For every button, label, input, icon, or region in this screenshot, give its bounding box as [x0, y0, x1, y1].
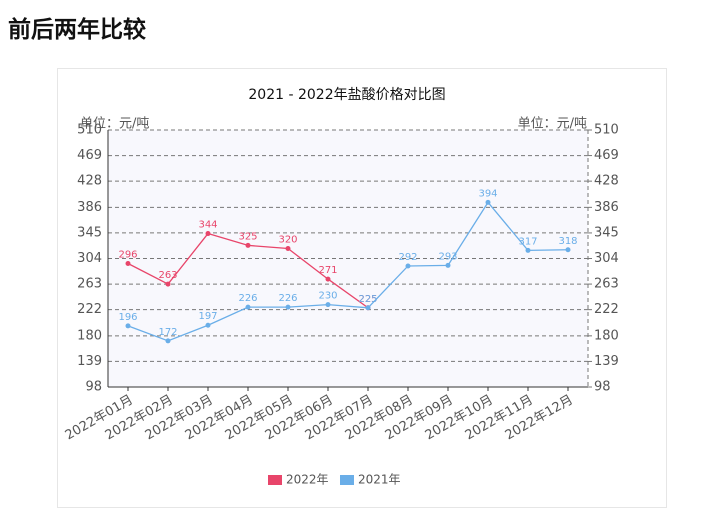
y-tick-label: 98	[85, 380, 102, 395]
data-point	[325, 276, 331, 282]
data-label: 226	[238, 293, 257, 304]
data-point	[205, 322, 211, 328]
y-unit-label: 单位：元/吨	[80, 117, 149, 132]
y2-tick-label: 345	[594, 225, 619, 240]
y-tick-label: 345	[77, 225, 102, 240]
data-label: 325	[238, 231, 257, 242]
data-label: 293	[438, 251, 457, 262]
data-point	[365, 305, 371, 311]
data-point	[485, 199, 491, 205]
data-label: 197	[198, 311, 217, 322]
data-label: 225	[358, 294, 377, 305]
legend-swatch	[340, 475, 354, 485]
data-point	[205, 231, 211, 237]
data-point	[165, 338, 171, 344]
y2-tick-label: 428	[594, 174, 619, 189]
data-point	[525, 247, 531, 253]
data-point	[565, 247, 571, 253]
y2-tick-label: 139	[594, 354, 619, 369]
data-point	[285, 246, 291, 252]
data-label: 263	[158, 270, 177, 281]
y-tick-label: 263	[77, 277, 102, 292]
data-point	[325, 302, 331, 308]
y-tick-label: 386	[77, 200, 102, 215]
y2-tick-label: 98	[594, 380, 611, 395]
chart-title: 2021 - 2022年盐酸价格对比图	[248, 87, 445, 103]
legend-swatch	[268, 475, 282, 485]
data-point	[165, 281, 171, 287]
y2-unit-label: 单位：元/吨	[518, 117, 587, 132]
y2-tick-label: 263	[594, 277, 619, 292]
y-tick-label: 180	[77, 328, 102, 343]
y-tick-label: 428	[77, 174, 102, 189]
data-label: 196	[118, 312, 137, 323]
y2-tick-label: 180	[594, 328, 619, 343]
y-tick-label: 469	[77, 148, 102, 163]
y-tick-label: 510	[77, 123, 102, 138]
data-label: 296	[118, 249, 137, 260]
data-point	[125, 260, 131, 266]
data-label: 394	[478, 188, 497, 199]
series-line	[127, 201, 569, 342]
y2-tick-label: 386	[594, 200, 619, 215]
data-label: 318	[558, 236, 577, 247]
legend-label: 2022年	[286, 473, 329, 487]
y2-tick-label: 469	[594, 148, 619, 163]
data-point	[125, 323, 131, 329]
page-title: 前后两年比较	[8, 17, 146, 43]
data-label: 226	[278, 293, 297, 304]
y2-tick-label: 510	[594, 123, 619, 138]
y2-tick-label: 222	[594, 302, 619, 317]
y-tick-label: 139	[77, 354, 102, 369]
data-point	[245, 304, 251, 310]
data-label: 271	[318, 265, 337, 276]
data-point	[405, 263, 411, 269]
data-label: 344	[198, 220, 217, 231]
data-point	[445, 262, 451, 268]
data-label: 230	[318, 291, 337, 302]
data-label: 320	[278, 235, 297, 246]
data-point	[285, 304, 291, 310]
data-label: 292	[398, 252, 417, 263]
data-label: 317	[518, 236, 537, 247]
legend-label: 2021年	[358, 473, 401, 487]
y2-tick-label: 304	[594, 251, 619, 266]
data-label: 225	[358, 294, 377, 305]
data-label: 172	[158, 327, 177, 338]
data-point	[245, 242, 251, 248]
y-tick-label: 222	[77, 302, 102, 317]
y-tick-label: 304	[77, 251, 102, 266]
